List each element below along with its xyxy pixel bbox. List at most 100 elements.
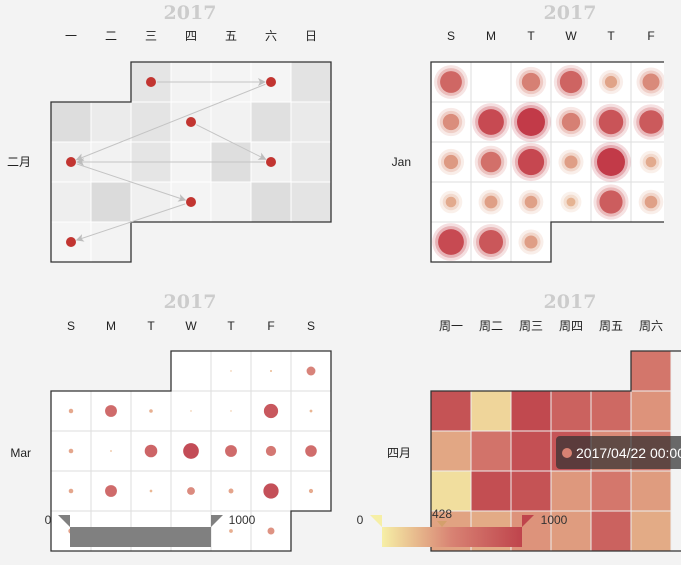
scatter-point[interactable] bbox=[524, 235, 538, 249]
scatter-point[interactable] bbox=[228, 488, 234, 494]
scatter-point[interactable] bbox=[478, 109, 504, 135]
calendar-day-cell[interactable] bbox=[470, 61, 512, 103]
scatter-point[interactable] bbox=[66, 237, 76, 247]
scatter-point[interactable] bbox=[190, 410, 192, 412]
calendar-day-cell[interactable] bbox=[470, 221, 512, 263]
scatter-point[interactable] bbox=[263, 483, 279, 499]
scatter-point[interactable] bbox=[443, 154, 459, 170]
calendar-day-cell[interactable] bbox=[90, 181, 132, 223]
scatter-point[interactable] bbox=[144, 444, 158, 458]
calendar-day-cell[interactable] bbox=[510, 470, 552, 512]
calendar-day-cell[interactable] bbox=[290, 141, 332, 183]
scatter-point[interactable] bbox=[438, 229, 464, 255]
scatter-point[interactable] bbox=[480, 151, 502, 173]
scatter-point[interactable] bbox=[517, 108, 545, 136]
calendar-day-cell[interactable] bbox=[671, 102, 681, 142]
calendar-day-cell[interactable] bbox=[630, 181, 671, 223]
scatter-point[interactable] bbox=[263, 403, 279, 419]
scatter-point[interactable] bbox=[597, 148, 625, 176]
visual-map-min-handle[interactable] bbox=[58, 515, 70, 527]
scatter-point[interactable] bbox=[146, 77, 156, 87]
calendar-day-cell[interactable] bbox=[590, 390, 632, 432]
calendar-day-cell[interactable] bbox=[630, 470, 672, 512]
scatter-point[interactable] bbox=[229, 529, 233, 533]
scatter-point[interactable] bbox=[517, 148, 545, 176]
scatter-point[interactable] bbox=[521, 72, 541, 92]
scatter-point[interactable] bbox=[306, 366, 316, 376]
calendar-day-cell[interactable] bbox=[50, 221, 92, 263]
calendar-day-cell[interactable] bbox=[90, 221, 132, 263]
calendar-day-cell[interactable] bbox=[470, 390, 512, 432]
calendar-day-cell[interactable] bbox=[550, 510, 592, 552]
calendar-day-cell[interactable] bbox=[290, 61, 332, 103]
calendar-day-cell[interactable] bbox=[50, 101, 92, 143]
scatter-point[interactable] bbox=[642, 73, 660, 91]
visual-map-bar[interactable] bbox=[70, 527, 211, 547]
calendar-day-cell[interactable] bbox=[430, 390, 472, 432]
scatter-point[interactable] bbox=[478, 229, 504, 255]
scatter-point[interactable] bbox=[598, 109, 624, 135]
visual-map-max-handle[interactable] bbox=[211, 515, 223, 527]
calendar-day-cell[interactable] bbox=[590, 510, 632, 552]
scatter-point[interactable] bbox=[645, 156, 657, 168]
scatter-point[interactable] bbox=[105, 485, 117, 497]
scatter-point[interactable] bbox=[68, 448, 74, 454]
scatter-point[interactable] bbox=[561, 112, 581, 132]
calendar-day-cell[interactable] bbox=[210, 181, 252, 223]
scatter-point[interactable] bbox=[440, 71, 462, 93]
calendar-day-cell[interactable] bbox=[430, 430, 472, 472]
scatter-point[interactable] bbox=[559, 70, 583, 94]
scatter-point[interactable] bbox=[305, 445, 317, 457]
scatter-point[interactable] bbox=[484, 195, 498, 209]
scatter-point[interactable] bbox=[183, 443, 199, 459]
scatter-point[interactable] bbox=[308, 488, 314, 494]
calendar-day-cell[interactable] bbox=[170, 350, 212, 392]
scatter-point[interactable] bbox=[604, 75, 618, 89]
scatter-point[interactable] bbox=[524, 195, 538, 209]
scatter-point[interactable] bbox=[225, 445, 237, 457]
scatter-point[interactable] bbox=[644, 195, 658, 209]
scatter-point[interactable] bbox=[186, 197, 196, 207]
scatter-point[interactable] bbox=[149, 409, 153, 413]
scatter-point[interactable] bbox=[186, 117, 196, 127]
scatter-point[interactable] bbox=[110, 450, 112, 452]
scatter-point[interactable] bbox=[230, 370, 232, 372]
scatter-point[interactable] bbox=[105, 405, 117, 417]
calendar-day-cell[interactable] bbox=[470, 470, 512, 512]
calendar-day-cell[interactable] bbox=[210, 101, 252, 143]
calendar-day-cell[interactable] bbox=[290, 181, 332, 223]
scatter-point[interactable] bbox=[68, 488, 74, 494]
scatter-point[interactable] bbox=[68, 408, 74, 414]
scatter-point[interactable] bbox=[266, 77, 276, 87]
calendar-day-cell[interactable] bbox=[630, 350, 672, 392]
scatter-point[interactable] bbox=[267, 527, 275, 535]
calendar-day-cell[interactable] bbox=[630, 510, 672, 552]
calendar-day-cell[interactable] bbox=[671, 142, 681, 182]
scatter-point[interactable] bbox=[66, 157, 76, 167]
calendar-day-cell[interactable] bbox=[510, 430, 552, 472]
calendar-day-cell[interactable] bbox=[130, 181, 172, 223]
scatter-point[interactable] bbox=[564, 155, 578, 169]
calendar-day-cell[interactable] bbox=[550, 390, 592, 432]
calendar-day-cell[interactable] bbox=[590, 101, 632, 143]
calendar-day-cell[interactable] bbox=[90, 101, 132, 143]
scatter-point[interactable] bbox=[266, 157, 276, 167]
visual-map-bar[interactable] bbox=[382, 527, 522, 547]
scatter-point[interactable] bbox=[230, 410, 232, 412]
visual-map-min-handle[interactable] bbox=[370, 515, 382, 527]
visual-map-max-handle[interactable] bbox=[522, 515, 534, 527]
visual-map-color[interactable]: 0 428 1000 bbox=[357, 507, 568, 547]
calendar-day-cell[interactable] bbox=[250, 181, 292, 223]
scatter-point[interactable] bbox=[445, 196, 457, 208]
calendar-day-cell[interactable] bbox=[50, 181, 92, 223]
calendar-day-cell[interactable] bbox=[430, 470, 472, 512]
calendar-day-cell[interactable] bbox=[671, 182, 681, 222]
calendar-day-cell[interactable] bbox=[470, 430, 512, 472]
visual-map-gray[interactable]: 0 1000 bbox=[45, 513, 256, 547]
scatter-point[interactable] bbox=[639, 110, 663, 134]
calendar-day-cell[interactable] bbox=[590, 470, 632, 512]
calendar-day-cell[interactable] bbox=[671, 62, 681, 102]
scatter-point[interactable] bbox=[149, 489, 153, 493]
scatter-point[interactable] bbox=[187, 487, 195, 495]
calendar-day-cell[interactable] bbox=[250, 101, 292, 143]
